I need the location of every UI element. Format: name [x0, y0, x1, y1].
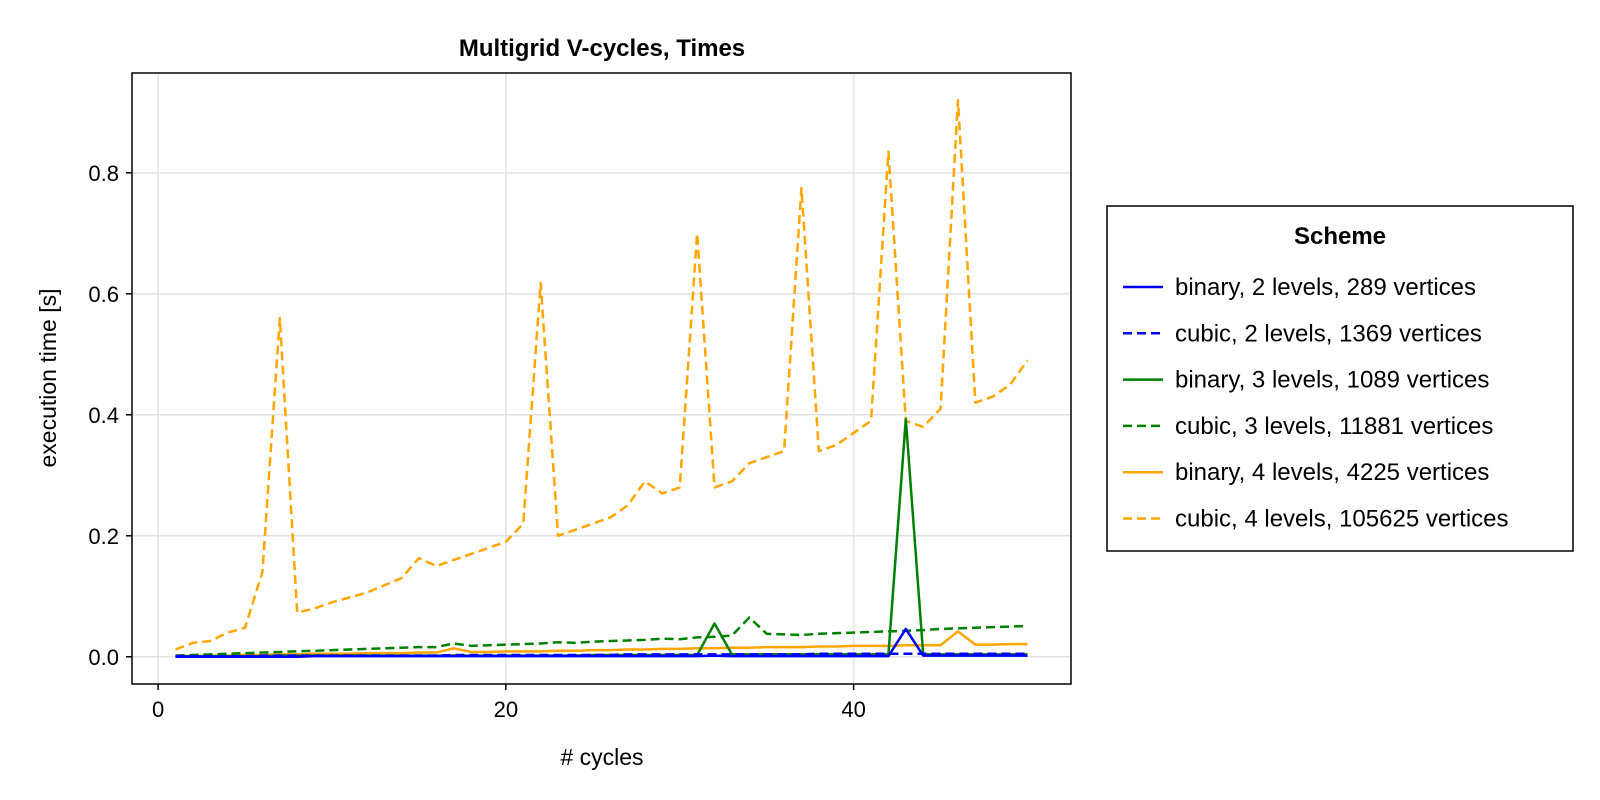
legend-entries: binary, 2 levels, 289 vertices cubic, 2 l…: [1123, 274, 1509, 533]
legend-box: [1106, 205, 1574, 552]
x-tick-label: 0: [152, 697, 164, 722]
y-axis-title: execution time [s]: [35, 289, 61, 468]
x-axis-title: # cycles: [560, 744, 643, 770]
legend: Scheme binary, 2 levels, 289 vertices cub…: [1106, 205, 1574, 552]
series-line-5: [175, 630, 1028, 658]
y-tick-label: 0.0: [88, 645, 119, 670]
axis-ticks: 0 20 40 0.0 0.2 0.4 0.6 0.8: [88, 161, 865, 722]
legend-entry-label: binary, 3 levels, 1089 vertices: [1175, 367, 1489, 394]
legend-entry-label: cubic, 2 levels, 1369 vertices: [1175, 320, 1482, 347]
legend-entry-label: cubic, 4 levels, 105625 vertices: [1175, 506, 1509, 533]
legend-title: Scheme: [1294, 223, 1386, 250]
x-tick-label: 40: [841, 697, 865, 722]
legend-entry-label: cubic, 3 levels, 11881 vertices: [1175, 413, 1493, 440]
series-line-1: [175, 627, 1028, 659]
y-tick-label: 0.2: [88, 524, 119, 549]
plot-area-frame: [131, 72, 1072, 685]
series-layer: [175, 98, 1029, 659]
legend-entry-label: binary, 4 levels, 4225 vertices: [1175, 459, 1489, 486]
series-line-4: [175, 616, 1028, 657]
series-line-6: [175, 98, 1029, 651]
y-tick-label: 0.8: [88, 161, 119, 186]
y-tick-label: 0.6: [88, 282, 119, 307]
chart-title: Multigrid V-cycles, Times: [459, 35, 745, 62]
y-tick-label: 0.4: [88, 403, 119, 428]
legend-entry-label: binary, 2 levels, 289 vertices: [1175, 274, 1476, 301]
x-tick-label: 20: [494, 697, 518, 722]
